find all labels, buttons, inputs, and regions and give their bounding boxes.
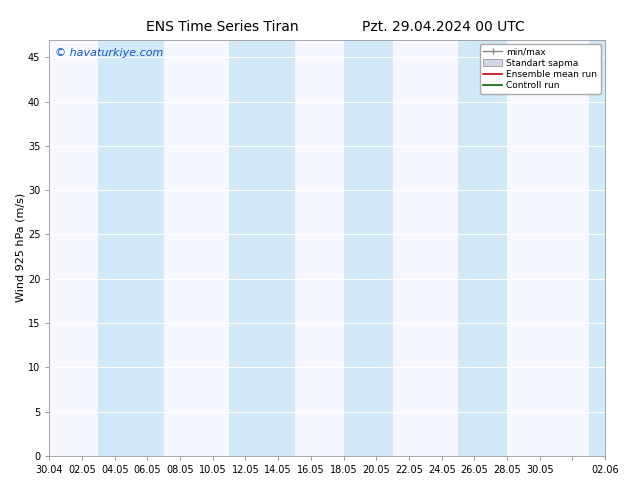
Text: © havaturkiye.com: © havaturkiye.com xyxy=(55,48,163,58)
Y-axis label: Wind 925 hPa (m/s): Wind 925 hPa (m/s) xyxy=(15,193,25,302)
Bar xyxy=(589,40,612,456)
Bar xyxy=(344,40,392,456)
Bar xyxy=(98,40,164,456)
Bar xyxy=(229,40,295,456)
Legend: min/max, Standart sapma, Ensemble mean run, Controll run: min/max, Standart sapma, Ensemble mean r… xyxy=(480,44,600,94)
Text: Pzt. 29.04.2024 00 UTC: Pzt. 29.04.2024 00 UTC xyxy=(363,20,525,34)
Bar xyxy=(458,40,507,456)
Text: ENS Time Series Tiran: ENS Time Series Tiran xyxy=(146,20,298,34)
